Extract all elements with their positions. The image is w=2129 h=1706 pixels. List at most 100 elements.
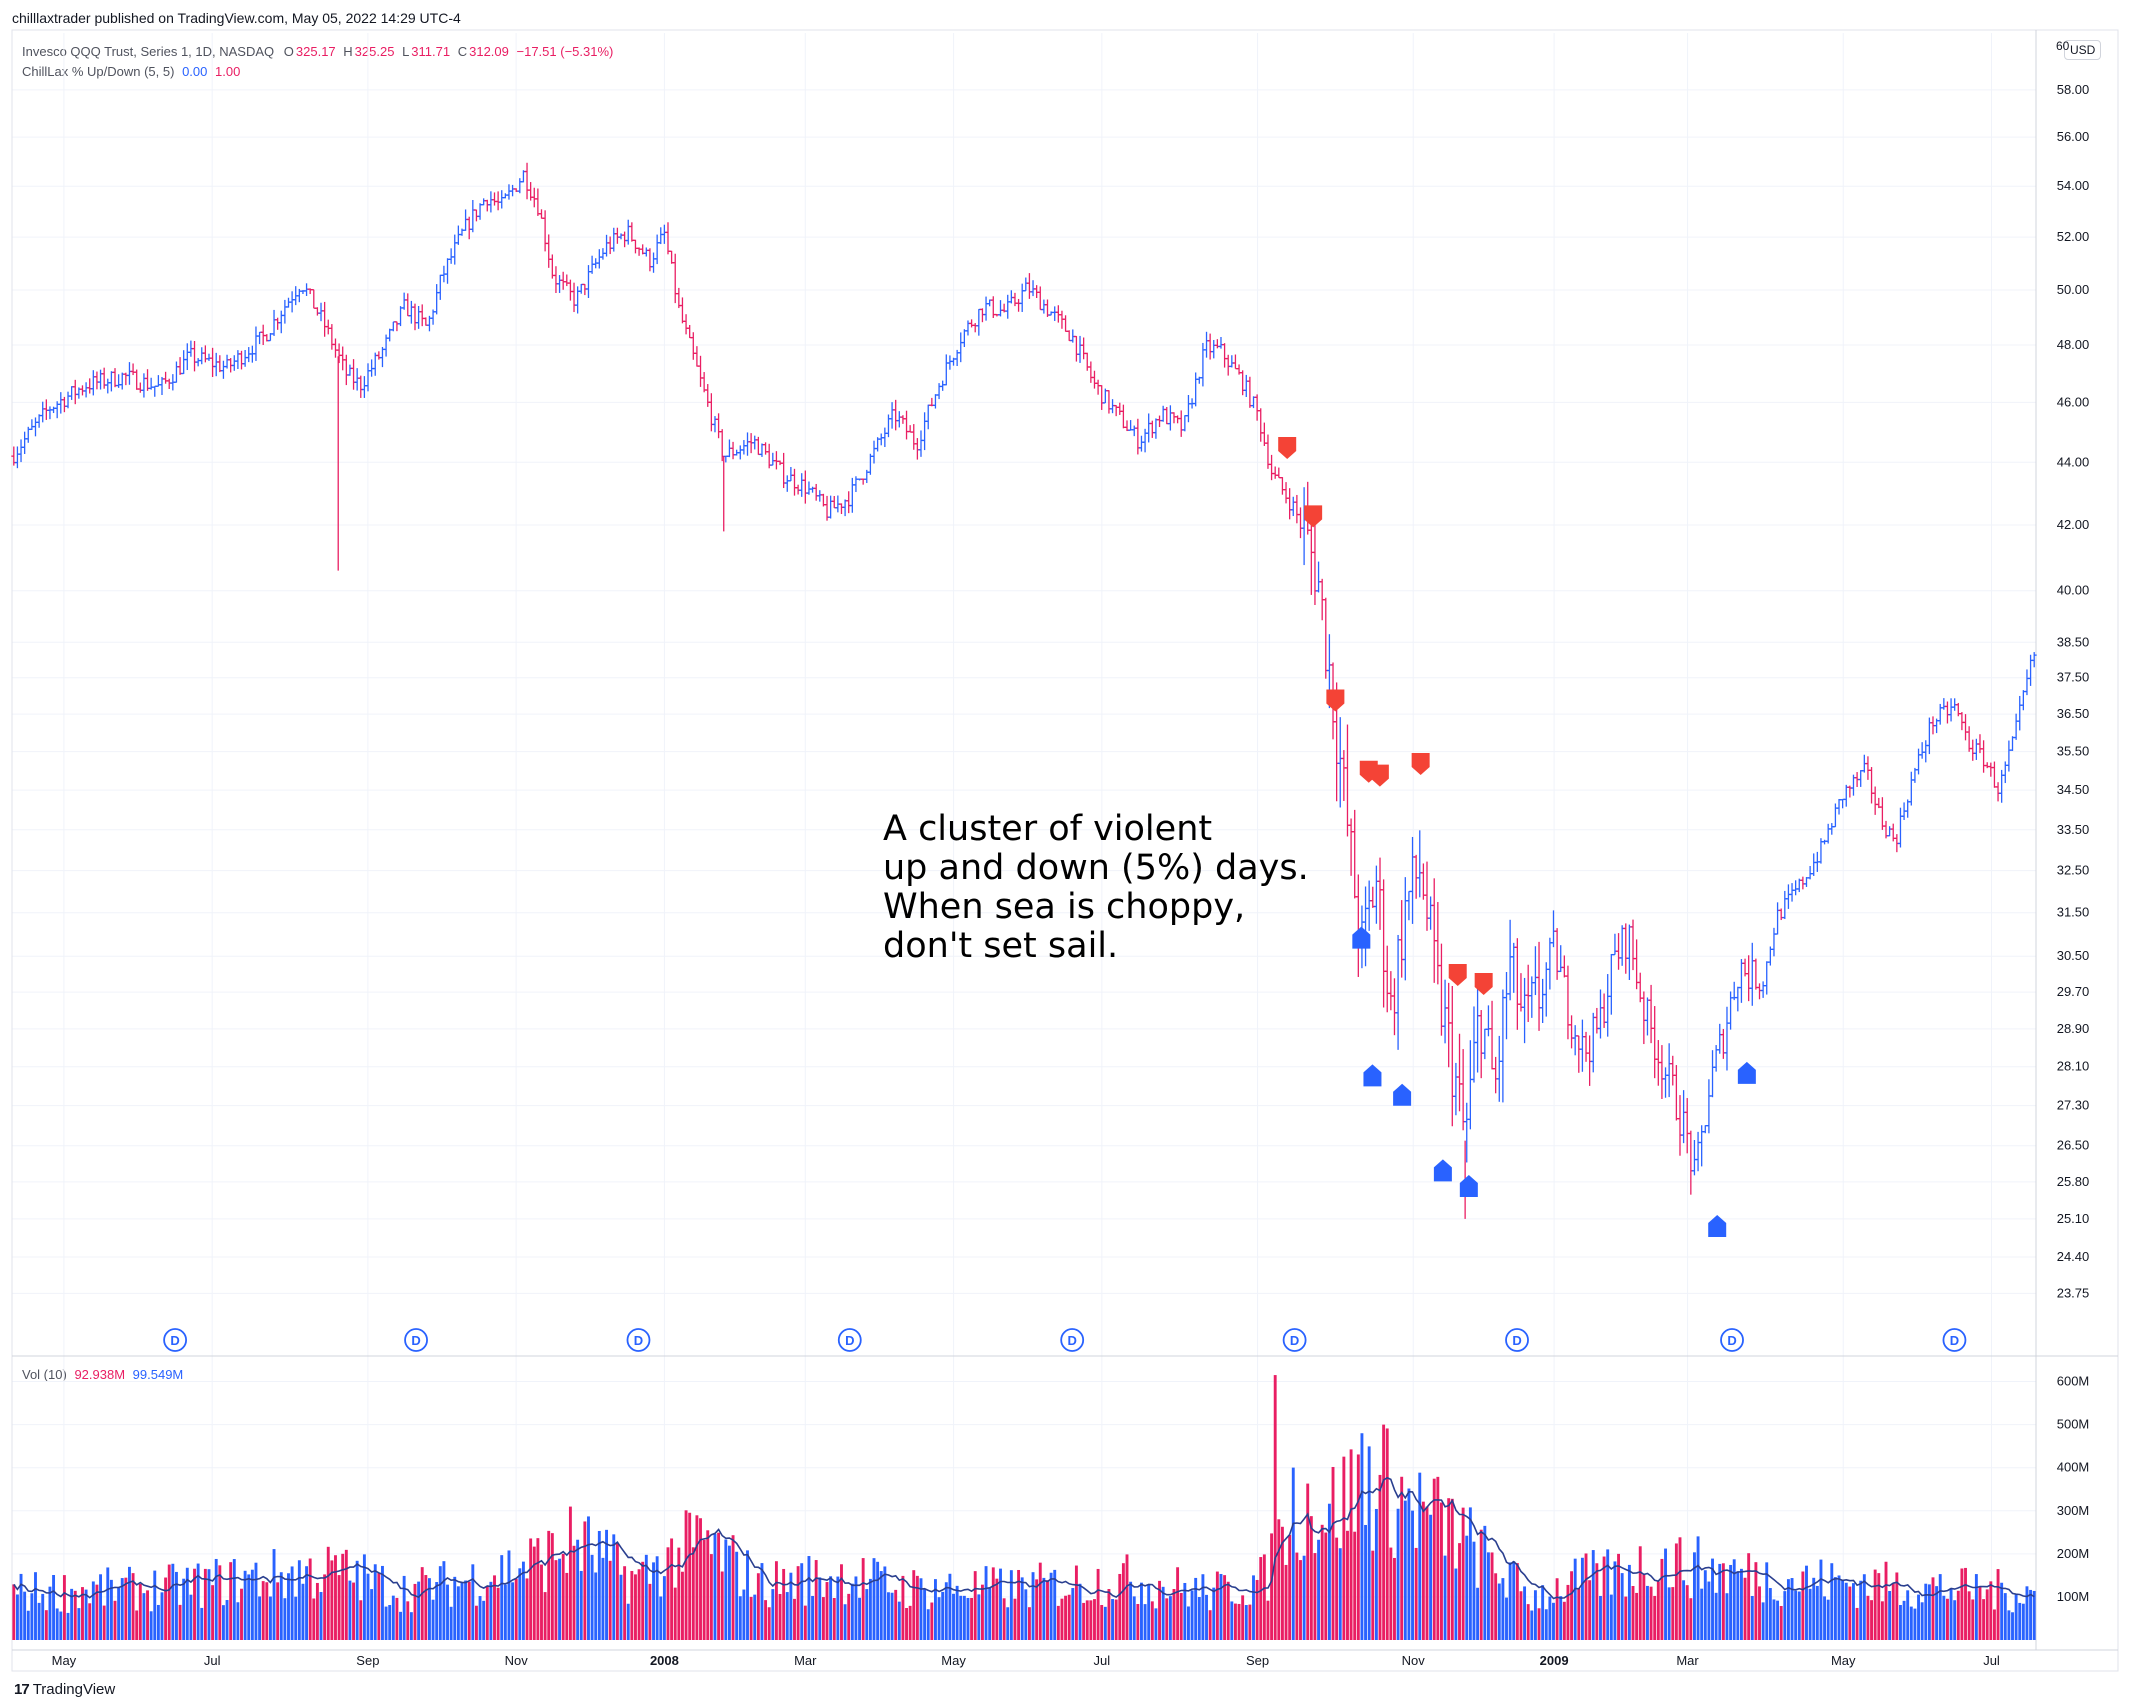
volume-bar [1418, 1472, 1422, 1640]
ohlc-bar [130, 363, 136, 376]
volume-bar [2029, 1589, 2033, 1640]
ohlc-bar [365, 363, 371, 392]
volume-bar [605, 1529, 608, 1640]
volume-bar [800, 1563, 804, 1640]
ohlc-bar [878, 433, 884, 446]
ohlc-bar [998, 300, 1004, 317]
ohlc-bar [126, 362, 132, 385]
ohlc-bar [1355, 874, 1361, 977]
volume-bar [189, 1594, 193, 1640]
ohlc-bar [1446, 982, 1452, 1068]
ohlc-bar [669, 250, 675, 264]
ohlc-bar [213, 352, 219, 377]
ohlc-bar [1908, 771, 1914, 806]
volume-bar [868, 1578, 872, 1640]
volume-bar [355, 1560, 359, 1640]
volume-bar [1150, 1601, 1154, 1640]
indicator-name[interactable]: ChillLax % Up/Down (5, 5) [22, 64, 175, 79]
volume-bar [1006, 1607, 1010, 1640]
ohlc-bar [1193, 372, 1199, 407]
volume-bar [308, 1558, 312, 1640]
ohlc-bar [1789, 883, 1795, 902]
ohlc-bar [1981, 740, 1987, 773]
volume-bar [1566, 1584, 1570, 1640]
ohlc-bar [166, 378, 172, 390]
ohlc-bar [784, 475, 790, 492]
volume-bar [185, 1567, 189, 1640]
volume-bar [1172, 1589, 1176, 1640]
volume-bar [106, 1567, 110, 1640]
volume-bar [1862, 1574, 1866, 1640]
dividend-marker [626, 1328, 651, 1352]
volume-bar [883, 1566, 887, 1640]
low-value: 311.71 [411, 44, 451, 59]
ohlc-bar [1435, 902, 1441, 985]
dividend-label: D [411, 1333, 420, 1348]
volume-bar [1906, 1590, 1910, 1640]
ohlc-bar [1066, 330, 1072, 342]
ohlc-bar [1916, 748, 1922, 775]
ohlc-bar [1648, 984, 1654, 1044]
volume-bar [970, 1597, 974, 1640]
volume-bar [55, 1608, 59, 1640]
ohlc-bar [1232, 354, 1238, 370]
ohlc-bar [1493, 1056, 1499, 1094]
ohlc-bar [773, 451, 779, 470]
symbol-name[interactable]: Invesco QQQ Trust, Series 1, 1D, NASDAQ [22, 44, 275, 59]
volume-bar [1429, 1514, 1433, 1640]
volume-bar [2021, 1603, 2025, 1640]
ohlc-bar [1088, 361, 1094, 383]
ohlc-bar [1760, 981, 1766, 998]
time-tick-label: Mar [794, 1653, 817, 1668]
ohlc-bar [1384, 945, 1390, 1013]
volume-bar [1721, 1563, 1725, 1640]
volume-bar [88, 1603, 92, 1640]
symbol-legend: Invesco QQQ Trust, Series 1, 1D, NASDAQ … [22, 44, 613, 59]
time-tick-label: Jul [1983, 1653, 2000, 1668]
ohlc-bar [61, 396, 67, 413]
volume-bar [496, 1587, 500, 1640]
volume-bar [1494, 1573, 1498, 1640]
ohlc-bar [1973, 738, 1979, 760]
price-tick-label: 52.00 [2057, 229, 2090, 244]
volume-bar [988, 1587, 992, 1640]
currency-badge[interactable]: 60 USD [2056, 39, 2102, 60]
volume-bar [1125, 1554, 1129, 1640]
ohlc-bar [271, 309, 277, 336]
chart-annotation[interactable]: A cluster of violent up and down (5%) da… [883, 810, 1309, 966]
volume-bar [818, 1577, 822, 1640]
volume-bar [742, 1589, 746, 1640]
price-bars[interactable] [11, 162, 2037, 1219]
volume-bar [1385, 1428, 1389, 1640]
dividend-label: D [1950, 1333, 1959, 1348]
volume-bar [774, 1561, 778, 1640]
ohlc-bar [911, 424, 917, 450]
volume-bar [771, 1589, 775, 1640]
volume-bar [1602, 1556, 1606, 1640]
ohlc-bar [755, 436, 761, 456]
ohlc-bar [69, 386, 75, 400]
ohlc-bar [159, 376, 165, 396]
volume-bar [330, 1560, 334, 1640]
volume-bar [572, 1545, 576, 1640]
ohlc-bar [358, 375, 364, 398]
ohlc-bar [940, 380, 946, 391]
volume-bar [677, 1547, 681, 1640]
ohlc-bar [828, 495, 834, 519]
tradingview-logo[interactable]: 17 TradingView [14, 1681, 115, 1698]
price-tick-label: 28.10 [2057, 1059, 2090, 1074]
volume-pane[interactable] [12, 1375, 2036, 1640]
volume-bar [1411, 1510, 1414, 1640]
signal-markers[interactable] [1278, 437, 1756, 1237]
volume-name[interactable]: Vol (10) [22, 1367, 67, 1382]
ohlc-bar [1587, 1035, 1593, 1086]
volume-bar [1844, 1582, 1848, 1640]
ohlc-bar [1500, 989, 1506, 1103]
ohlc-bar [1525, 964, 1531, 1022]
volume-bar [1461, 1507, 1465, 1640]
volume-bar [753, 1594, 757, 1640]
volume-bar [305, 1566, 309, 1640]
volume-bar [854, 1576, 858, 1640]
